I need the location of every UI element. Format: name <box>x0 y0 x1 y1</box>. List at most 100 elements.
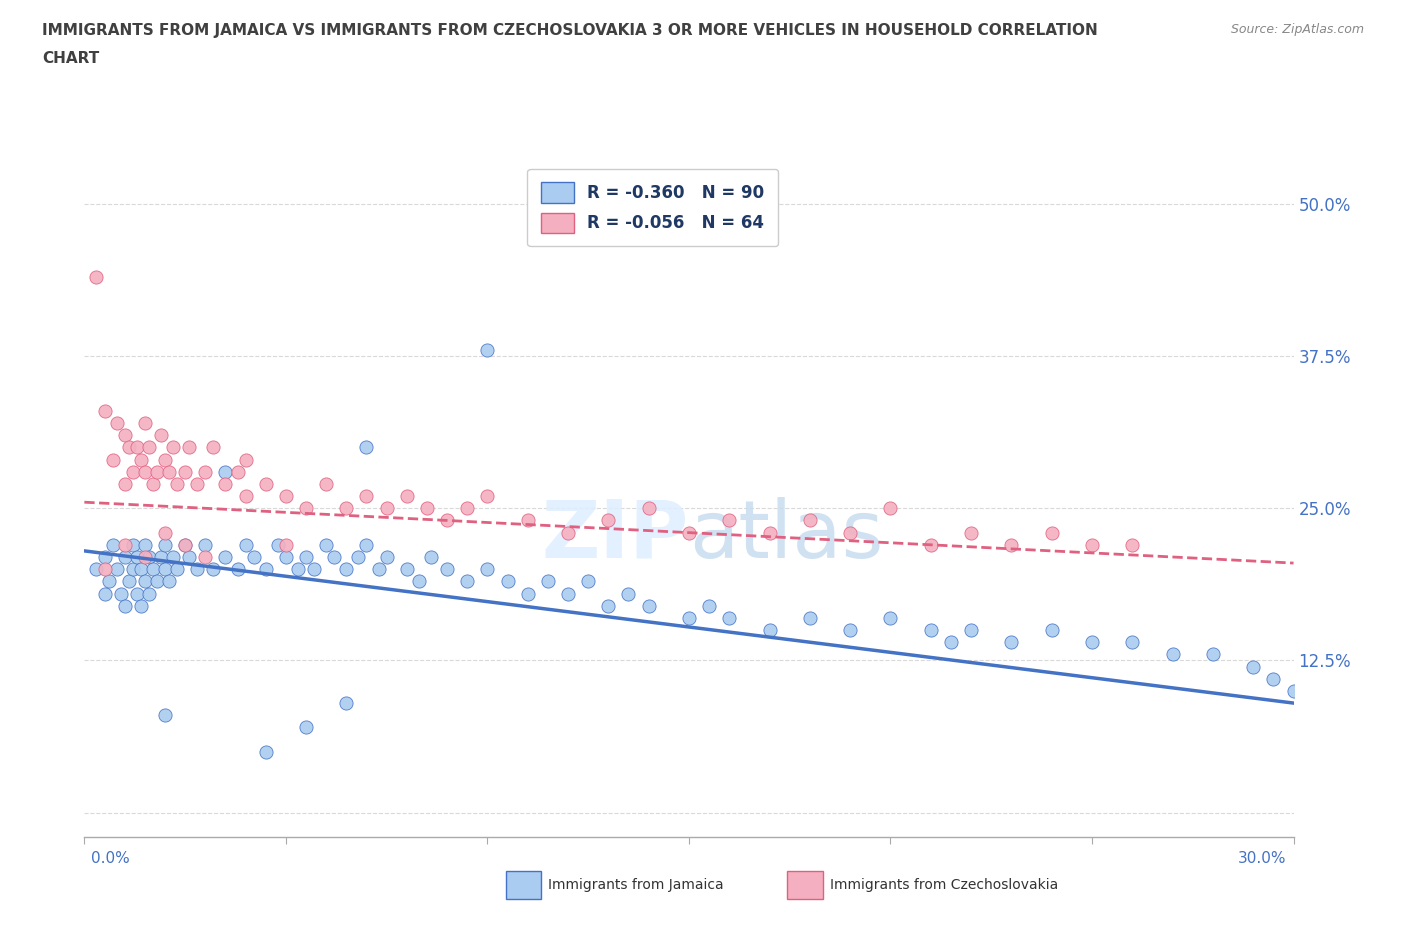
Text: Immigrants from Czechoslovakia: Immigrants from Czechoslovakia <box>830 878 1057 893</box>
Point <box>146 574 169 589</box>
Point <box>477 342 499 357</box>
Point <box>174 538 197 552</box>
Point <box>114 550 136 565</box>
Point <box>598 598 620 613</box>
Point <box>718 610 741 625</box>
Point <box>1000 538 1022 552</box>
Point <box>153 525 176 540</box>
Point <box>960 525 983 540</box>
Point <box>839 622 862 637</box>
Point <box>235 452 257 467</box>
Point <box>142 562 165 577</box>
Point <box>557 586 579 601</box>
Point <box>356 440 378 455</box>
Point <box>134 416 156 431</box>
Point <box>420 550 443 565</box>
Point <box>157 574 180 589</box>
Point <box>1040 622 1063 637</box>
Point <box>1241 659 1264 674</box>
Point <box>718 513 741 528</box>
Point <box>1282 684 1305 698</box>
Point <box>274 538 297 552</box>
Point <box>637 598 659 613</box>
Point <box>537 574 560 589</box>
Point <box>267 538 290 552</box>
Point <box>194 464 217 479</box>
Legend: R = -0.360   N = 90, R = -0.056   N = 64: R = -0.360 N = 90, R = -0.056 N = 64 <box>527 169 778 246</box>
Point <box>214 476 236 491</box>
Point <box>125 440 148 455</box>
Text: 30.0%: 30.0% <box>1239 851 1286 866</box>
Point <box>86 562 108 577</box>
Point <box>1000 635 1022 650</box>
Point <box>254 476 277 491</box>
Point <box>194 538 217 552</box>
Point <box>408 574 430 589</box>
Point <box>1263 671 1285 686</box>
Point <box>125 586 148 601</box>
Point <box>477 488 499 503</box>
Point <box>179 550 201 565</box>
Point <box>202 562 225 577</box>
Point <box>496 574 519 589</box>
Point <box>254 562 277 577</box>
Point <box>129 598 152 613</box>
Point <box>456 501 478 516</box>
Point <box>678 525 700 540</box>
Point <box>295 720 318 735</box>
Point <box>1121 538 1143 552</box>
Point <box>226 562 249 577</box>
Point <box>678 610 700 625</box>
Point <box>557 525 579 540</box>
Point <box>134 464 156 479</box>
Point <box>920 538 942 552</box>
Point <box>254 744 277 759</box>
Point <box>129 452 152 467</box>
Point <box>879 610 901 625</box>
Point <box>121 562 143 577</box>
Point <box>287 562 309 577</box>
Point <box>375 501 398 516</box>
Point <box>356 538 378 552</box>
Point <box>436 562 458 577</box>
Point <box>637 501 659 516</box>
Point <box>799 610 821 625</box>
Point <box>347 550 370 565</box>
Point <box>939 635 962 650</box>
Point <box>456 574 478 589</box>
Point <box>214 550 236 565</box>
Point <box>93 562 115 577</box>
Point <box>166 562 188 577</box>
Point <box>134 550 156 565</box>
Point <box>194 550 217 565</box>
Point <box>697 598 720 613</box>
Point <box>375 550 398 565</box>
Point <box>114 428 136 443</box>
Point <box>146 464 169 479</box>
Point <box>302 562 325 577</box>
Point <box>295 550 318 565</box>
Point <box>516 586 538 601</box>
Point <box>105 562 128 577</box>
Point <box>879 501 901 516</box>
Point <box>153 562 176 577</box>
Point <box>86 270 108 285</box>
Point <box>436 513 458 528</box>
Point <box>395 488 418 503</box>
Point <box>356 488 378 503</box>
Point <box>174 538 197 552</box>
Point <box>114 476 136 491</box>
Point <box>101 452 124 467</box>
Point <box>153 538 176 552</box>
Point <box>118 574 141 589</box>
Point <box>162 550 184 565</box>
Point <box>235 538 257 552</box>
Text: CHART: CHART <box>42 51 100 66</box>
Text: ZIP: ZIP <box>541 497 689 575</box>
Point <box>202 440 225 455</box>
Point <box>186 562 208 577</box>
Point <box>157 464 180 479</box>
Text: IMMIGRANTS FROM JAMAICA VS IMMIGRANTS FROM CZECHOSLOVAKIA 3 OR MORE VEHICLES IN : IMMIGRANTS FROM JAMAICA VS IMMIGRANTS FR… <box>42 23 1098 38</box>
Point <box>153 708 176 723</box>
Point <box>960 622 983 637</box>
